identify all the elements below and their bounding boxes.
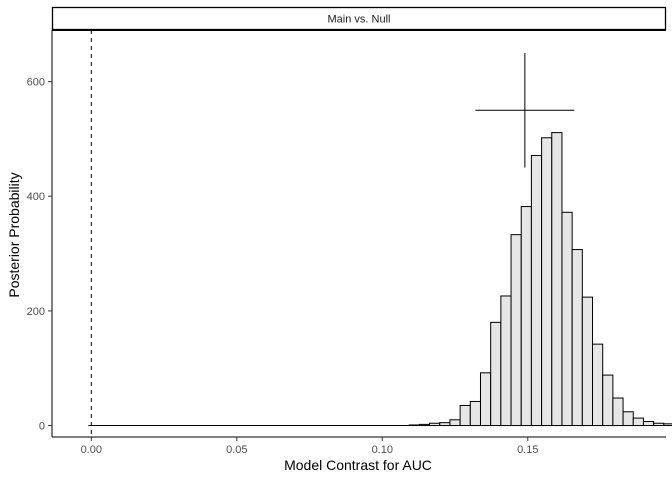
histogram-bar — [592, 343, 604, 427]
histogram-bar — [439, 422, 451, 427]
histogram-bar — [581, 296, 594, 427]
histogram-bar — [530, 155, 543, 427]
axes: 0.00 0.05 0.10 0.15 0 200 400 600 — [27, 30, 666, 456]
histogram-bar — [622, 411, 634, 427]
histogram-bar — [561, 211, 573, 427]
histogram-bar — [469, 400, 481, 427]
histogram-bar — [642, 421, 655, 427]
y-tick-label: 200 — [27, 306, 45, 318]
histogram-bar — [459, 404, 471, 427]
facet-strip: Main vs. Null — [51, 6, 667, 31]
x-tick-label: 0.10 — [372, 444, 393, 456]
histogram-bar — [653, 422, 665, 427]
histogram-bar — [663, 423, 672, 427]
histogram-bar — [520, 206, 532, 427]
histogram-bar — [500, 295, 512, 427]
x-tick-label: 0.05 — [226, 444, 247, 456]
histogram-bar — [449, 419, 461, 427]
histogram-bar — [490, 321, 502, 427]
histogram-bar — [571, 249, 583, 427]
y-tick-label: 400 — [27, 191, 45, 203]
x-tick-label: 0.15 — [517, 444, 538, 456]
overlays — [88, 30, 575, 437]
histogram-bar — [418, 423, 431, 427]
x-axis-title: Model Contrast for AUC — [284, 457, 432, 473]
y-tick-label: 0 — [39, 421, 45, 433]
facet-strip-label: Main vs. Null — [328, 14, 391, 26]
histogram-bar — [429, 422, 441, 427]
y-axis-title: Posterior Probability — [6, 172, 22, 297]
histogram-bar — [479, 372, 492, 427]
histogram-bars — [408, 132, 672, 427]
histogram-bar — [510, 234, 522, 427]
histogram-bar — [612, 397, 624, 427]
histogram-bar — [602, 374, 614, 427]
histogram-bar — [632, 417, 644, 427]
histogram-bar — [551, 132, 563, 427]
y-tick-label: 600 — [27, 77, 45, 89]
x-tick-label: 0.00 — [81, 444, 102, 456]
histogram-bar — [541, 137, 553, 427]
